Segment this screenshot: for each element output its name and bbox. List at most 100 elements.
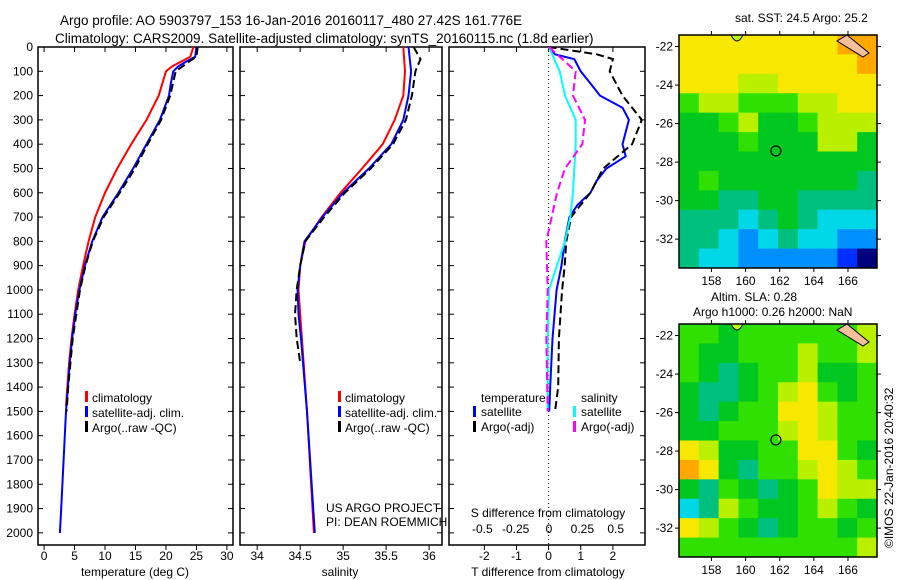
heatmap-cell (698, 324, 720, 344)
heatmap-cell (817, 35, 838, 55)
heatmap-cell (698, 190, 720, 211)
difference-legend: temperature salinity satellite Argo(-adj… (473, 391, 634, 434)
series-line-argo-raw-qc- (65, 46, 199, 412)
heatmap-cell (758, 209, 779, 230)
heatmap-cell (698, 459, 720, 480)
heatmap-cell (718, 132, 739, 152)
heatmap-cell (718, 343, 739, 364)
heatmap-cell (797, 537, 819, 558)
heatmap-cell (797, 54, 819, 75)
lon-tick-label: 166 (838, 563, 858, 577)
legend-swatch-s-satellite (573, 406, 576, 417)
heatmap-cell (679, 248, 700, 269)
heatmap-cell (718, 190, 739, 211)
heatmap-cell (778, 401, 799, 422)
heatmap-cell (837, 421, 858, 441)
heatmap-cell (778, 209, 799, 230)
heatmap-cell (738, 440, 759, 461)
heatmap-cell (817, 440, 838, 461)
series-line-satellite-adj-clim- (58, 46, 198, 533)
heatmap-cell (857, 248, 878, 269)
heatmap-cell (857, 382, 878, 403)
temperature-axis-label: temperature (deg C) (81, 565, 189, 579)
lon-tick-label: 162 (770, 274, 790, 288)
lat-tick-label: -26 (656, 117, 674, 131)
heatmap-cell (837, 498, 858, 519)
legend-swatch-argo (85, 421, 88, 432)
heatmap-cell (738, 35, 759, 55)
heatmap-cell (778, 132, 799, 152)
heatmap-cell (738, 498, 759, 519)
heatmap-cell (778, 324, 799, 344)
x-tick-label: 0 (545, 549, 552, 563)
heatmap-cell (837, 459, 858, 480)
heatmap-cell (758, 190, 779, 211)
heatmap-cell (679, 209, 700, 230)
heatmap-cell (797, 248, 819, 269)
x-tick-label: 25 (190, 549, 204, 563)
heatmap-cell (817, 324, 838, 344)
heatmap-cell (857, 459, 878, 480)
depth-tick-label: 1200 (6, 332, 33, 346)
x-tick-label: 15 (129, 549, 143, 563)
depth-tick-label: 1100 (7, 307, 33, 321)
heatmap-cell (817, 248, 838, 269)
series-line-s-satellite (546, 46, 577, 412)
heatmap-cell (797, 459, 819, 480)
sla-map-subtitle: Argo h1000: 0.26 h2000: NaN (693, 305, 852, 319)
depth-tick-label: 400 (13, 137, 33, 151)
heatmap-cell (718, 151, 739, 172)
heatmap-cell (817, 382, 838, 403)
heatmap-cell (797, 112, 819, 133)
heatmap-cell (837, 112, 858, 133)
s-tick-label: 0.25 (571, 522, 595, 536)
temperature-panel (37, 46, 234, 546)
heatmap-cell (738, 362, 759, 383)
heatmap-cell (778, 459, 799, 480)
heatmap-cell (718, 498, 739, 519)
heatmap-cell (778, 537, 799, 558)
lon-tick-label: 166 (838, 274, 858, 288)
heatmap-cell (817, 209, 838, 230)
heatmap-cell (837, 518, 858, 539)
reef-outline (730, 323, 744, 331)
heatmap-cell (797, 35, 819, 55)
heatmap-cell (837, 479, 858, 500)
depth-tick-label: 300 (13, 113, 33, 127)
heatmap-cell (857, 479, 878, 500)
legend-swatch-satellite (338, 406, 341, 417)
heatmap-cell (718, 421, 739, 441)
heatmap-cell (837, 248, 858, 269)
heatmap-cell (679, 362, 700, 383)
legend-label: satellite (481, 405, 522, 419)
legend-swatch-satellite (85, 406, 88, 417)
heatmap-cell (797, 498, 819, 519)
heatmap-cell (837, 440, 858, 461)
x-tick-label: -1 (511, 549, 522, 563)
heatmap-cell (679, 537, 700, 558)
heatmap-cell (778, 73, 799, 94)
heatmap-cell (718, 401, 739, 422)
heatmap-cell (857, 421, 878, 441)
depth-tick-label: 0 (26, 40, 33, 54)
lat-tick-label: -32 (656, 521, 674, 535)
heatmap-cell (778, 229, 799, 250)
legend-label: climatology (345, 391, 405, 405)
legend-swatch-t-satellite (473, 406, 476, 417)
heatmap-cell (778, 362, 799, 383)
heatmap-cell (758, 73, 779, 94)
heatmap-cell (797, 151, 819, 172)
heatmap-cell (797, 440, 819, 461)
legend-label: Argo(-adj) (581, 420, 634, 434)
heatmap-cell (679, 151, 700, 172)
heatmap-cell (817, 343, 838, 364)
s-difference-axis-label: S difference from climatology (471, 506, 626, 520)
heatmap-cell (698, 382, 720, 403)
x-tick-label: 20 (159, 549, 173, 563)
heatmap-cell (679, 498, 700, 519)
heatmap-cell (778, 54, 799, 75)
legend-title-salinity: salinity (581, 391, 618, 405)
lat-tick-label: -22 (656, 40, 674, 54)
heatmap-cell (718, 440, 739, 461)
x-tick-label: 30 (220, 549, 234, 563)
